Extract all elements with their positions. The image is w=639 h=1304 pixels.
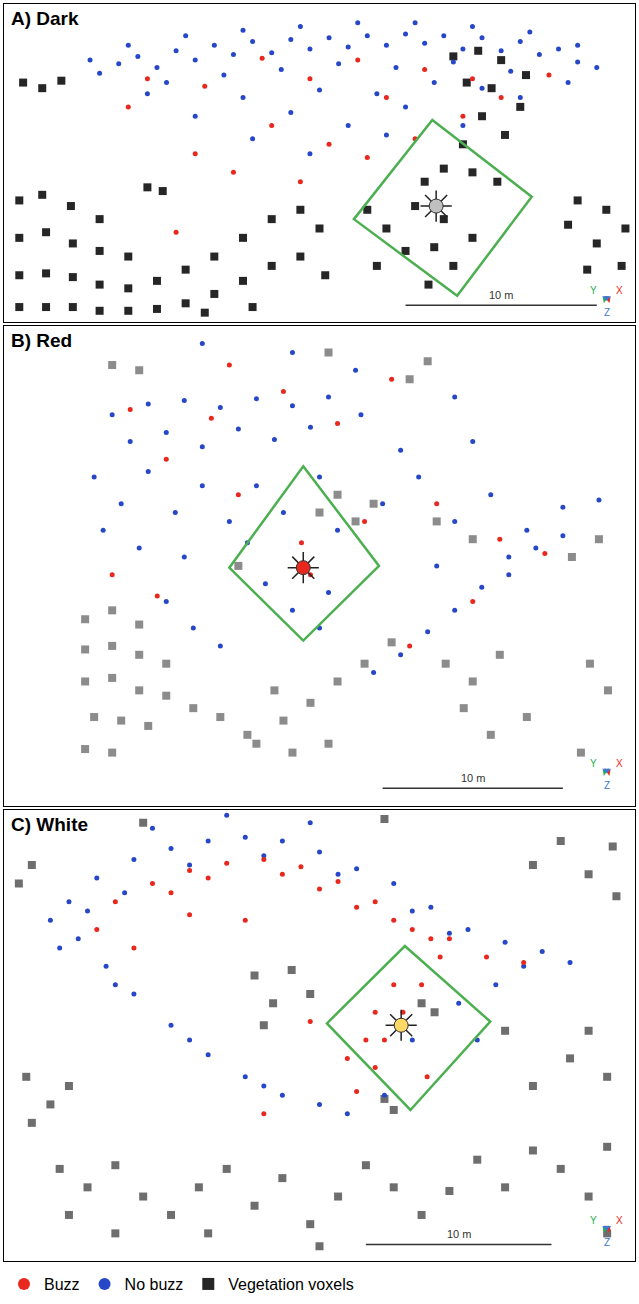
svg-text:Z: Z — [604, 1237, 610, 1248]
svg-text:B) Red: B) Red — [11, 330, 72, 351]
svg-text:Y: Y — [590, 285, 597, 296]
svg-text:C) White: C) White — [11, 814, 88, 835]
svg-text:Y: Y — [590, 758, 597, 769]
svg-text:X: X — [616, 1215, 623, 1226]
svg-text:Z: Z — [604, 307, 610, 318]
svg-text:Y: Y — [590, 1215, 597, 1226]
svg-text:Buzz: Buzz — [44, 1276, 80, 1293]
svg-text:10 m: 10 m — [447, 1228, 471, 1240]
svg-text:10 m: 10 m — [489, 289, 513, 301]
svg-text:X: X — [616, 758, 623, 769]
svg-text:No buzz: No buzz — [125, 1276, 184, 1293]
svg-text:A) Dark: A) Dark — [11, 8, 79, 29]
svg-text:Z: Z — [604, 780, 610, 791]
svg-text:Vegetation voxels: Vegetation voxels — [228, 1276, 353, 1293]
svg-text:10 m: 10 m — [461, 772, 485, 784]
svg-text:X: X — [616, 285, 623, 296]
